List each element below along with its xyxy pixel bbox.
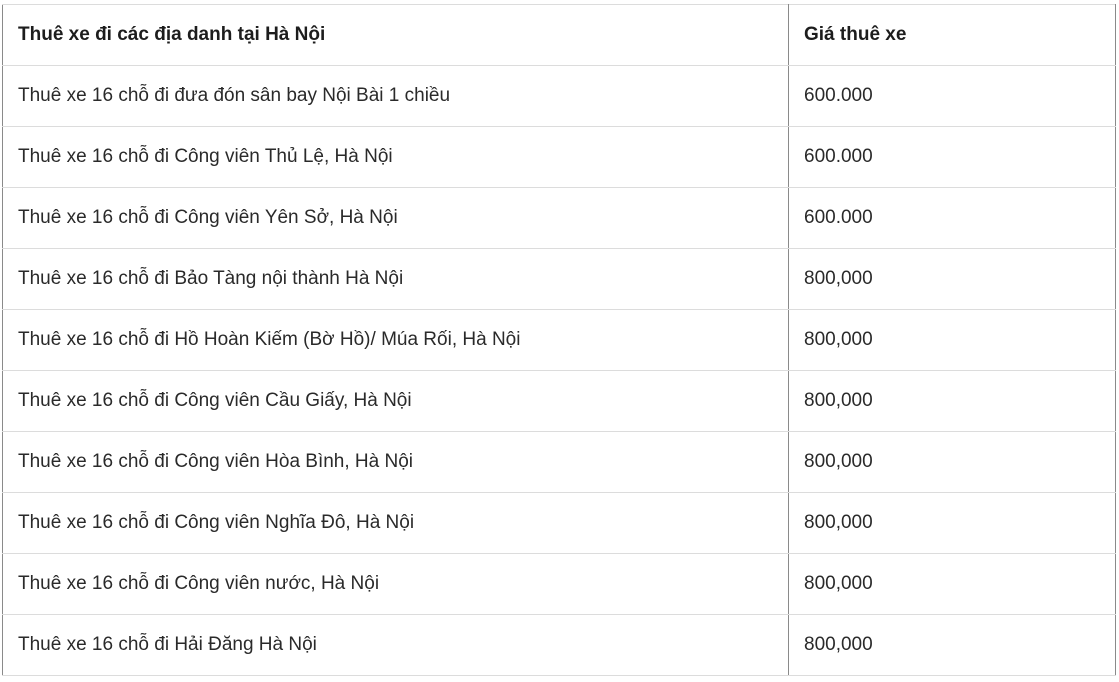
table-row: Thuê xe 16 chỗ đi Hồ Hoàn Kiếm (Bờ Hồ)/ … bbox=[2, 309, 1116, 371]
table-row: Thuê xe 16 chỗ đi Công viên nước, Hà Nội… bbox=[2, 553, 1116, 615]
table-row: Thuê xe 16 chỗ đi Công viên Nghĩa Đô, Hà… bbox=[2, 492, 1116, 554]
destination-cell: Thuê xe 16 chỗ đi Công viên Thủ Lệ, Hà N… bbox=[2, 126, 789, 188]
table-header-row: Thuê xe đi các địa danh tại Hà Nội Giá t… bbox=[2, 4, 1116, 66]
destination-cell: Thuê xe 16 chỗ đi Công viên Hòa Bình, Hà… bbox=[2, 431, 789, 493]
price-cell: 800,000 bbox=[788, 370, 1116, 432]
table-row: Thuê xe 16 chỗ đi Công viên Hòa Bình, Hà… bbox=[2, 431, 1116, 493]
destination-cell: Thuê xe 16 chỗ đi đưa đón sân bay Nội Bà… bbox=[2, 65, 789, 127]
table-row: Thuê xe 16 chỗ đi Công viên Yên Sở, Hà N… bbox=[2, 187, 1116, 249]
price-cell: 600.000 bbox=[788, 126, 1116, 188]
price-cell: 800,000 bbox=[788, 431, 1116, 493]
destination-cell: Thuê xe 16 chỗ đi Hải Đăng Hà Nội bbox=[2, 614, 789, 676]
price-table: Thuê xe đi các địa danh tại Hà Nội Giá t… bbox=[2, 4, 1116, 676]
destination-cell: Thuê xe 16 chỗ đi Bảo Tàng nội thành Hà … bbox=[2, 248, 789, 310]
price-cell: 800,000 bbox=[788, 248, 1116, 310]
destination-cell: Thuê xe 16 chỗ đi Hồ Hoàn Kiếm (Bờ Hồ)/ … bbox=[2, 309, 789, 371]
header-price: Giá thuê xe bbox=[788, 4, 1116, 66]
table-row: Thuê xe 16 chỗ đi Hải Đăng Hà Nội 800,000 bbox=[2, 614, 1116, 676]
table-row: Thuê xe 16 chỗ đi Công viên Thủ Lệ, Hà N… bbox=[2, 126, 1116, 188]
destination-cell: Thuê xe 16 chỗ đi Công viên Yên Sở, Hà N… bbox=[2, 187, 789, 249]
price-cell: 800,000 bbox=[788, 614, 1116, 676]
destination-cell: Thuê xe 16 chỗ đi Công viên nước, Hà Nội bbox=[2, 553, 789, 615]
price-cell: 600.000 bbox=[788, 187, 1116, 249]
price-cell: 800,000 bbox=[788, 309, 1116, 371]
table-row: Thuê xe 16 chỗ đi Công viên Cầu Giấy, Hà… bbox=[2, 370, 1116, 432]
header-destination: Thuê xe đi các địa danh tại Hà Nội bbox=[2, 4, 789, 66]
price-cell: 800,000 bbox=[788, 492, 1116, 554]
table-row: Thuê xe 16 chỗ đi Bảo Tàng nội thành Hà … bbox=[2, 248, 1116, 310]
table-row: Thuê xe 16 chỗ đi đưa đón sân bay Nội Bà… bbox=[2, 65, 1116, 127]
price-cell: 800,000 bbox=[788, 553, 1116, 615]
price-cell: 600.000 bbox=[788, 65, 1116, 127]
destination-cell: Thuê xe 16 chỗ đi Công viên Cầu Giấy, Hà… bbox=[2, 370, 789, 432]
destination-cell: Thuê xe 16 chỗ đi Công viên Nghĩa Đô, Hà… bbox=[2, 492, 789, 554]
